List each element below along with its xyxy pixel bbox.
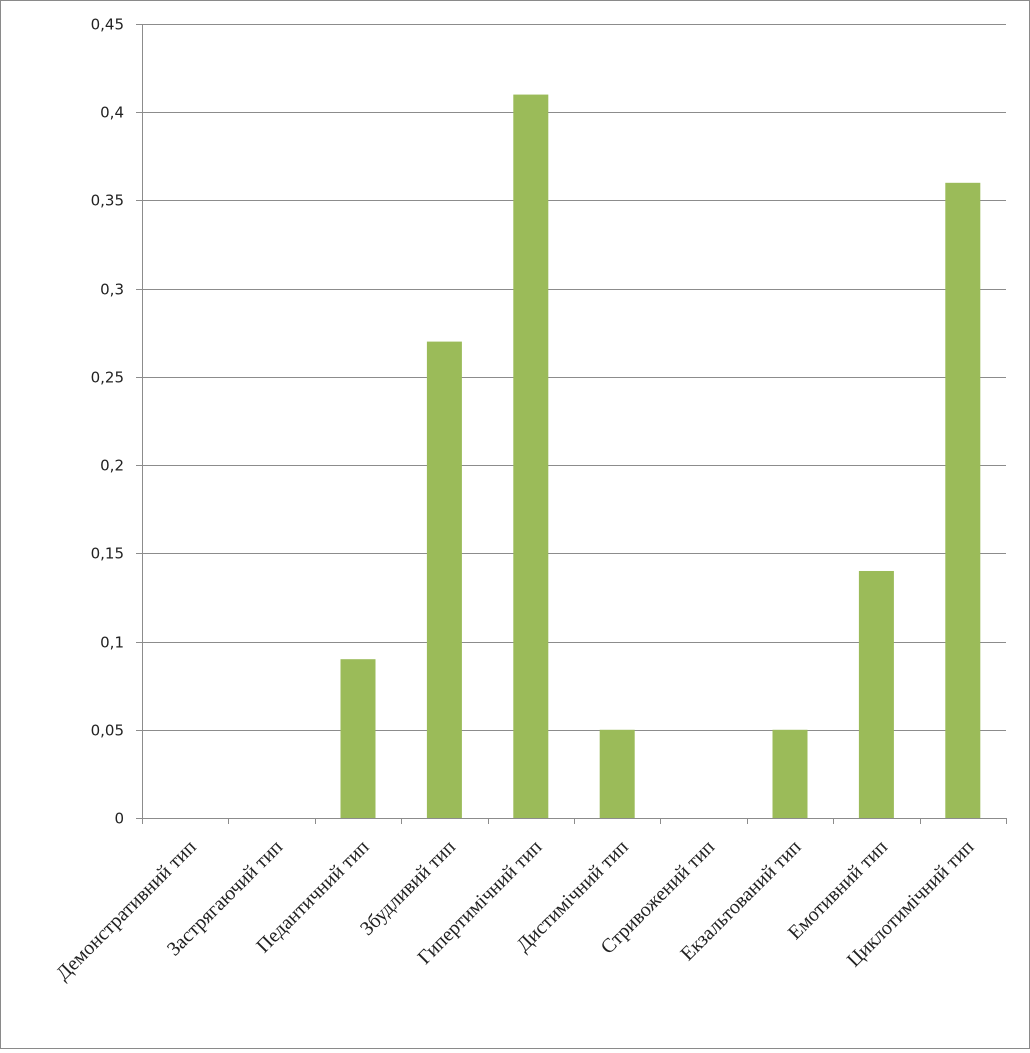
- bar: [772, 729, 808, 818]
- bar: [426, 341, 462, 818]
- y-tick-label: 0,05: [91, 722, 124, 740]
- y-tick-label: 0,2: [100, 457, 124, 475]
- y-tick-label: 0,35: [91, 192, 124, 210]
- bar: [858, 570, 894, 818]
- bar: [599, 729, 635, 818]
- y-tick-label: 0,15: [91, 545, 124, 563]
- y-tick-label: 0,1: [100, 634, 124, 652]
- y-tick-label: 0,45: [91, 16, 124, 34]
- bars: [340, 94, 981, 819]
- bar: [945, 182, 981, 819]
- gridlines: [142, 24, 1006, 731]
- axes: [136, 24, 1007, 824]
- bar: [513, 94, 549, 819]
- y-tick-label: 0,25: [91, 369, 124, 387]
- y-tick-label: 0,3: [100, 281, 124, 299]
- y-tick-label: 0,4: [100, 104, 124, 122]
- x-tick-label: Демонстративний тип: [52, 836, 201, 985]
- y-tick-labels: 0 0,05 0,1 0,15 0,2 0,25 0,3 0,35 0,4 0,45: [91, 16, 124, 828]
- bar: [340, 659, 376, 818]
- y-tick-label: 0: [114, 810, 124, 828]
